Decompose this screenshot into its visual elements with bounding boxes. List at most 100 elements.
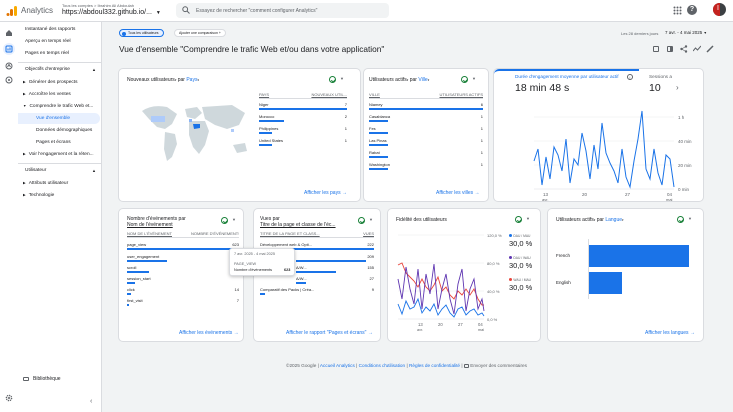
add-comparison-button[interactable]: Ajouter une comparaison + xyxy=(174,29,226,37)
language-bar[interactable] xyxy=(589,272,623,294)
table-header-page-title[interactable]: TITRE DE LA PAGE ET CLASS... xyxy=(260,231,320,236)
pencil-icon[interactable] xyxy=(706,45,714,55)
sidebar-item-leads[interactable]: ▶ Générer des prospects xyxy=(18,77,101,88)
status-check-icon[interactable] xyxy=(677,216,684,225)
sidebar-item-pages-screens[interactable]: Pages et écrans xyxy=(36,140,71,145)
footer-link-terms[interactable]: Conditions d'utilisation xyxy=(358,363,406,368)
dropdown-arrow-icon: ▾ xyxy=(406,78,409,82)
status-check-icon[interactable] xyxy=(329,76,336,85)
card-menu-icon[interactable]: ▼ xyxy=(472,76,476,81)
card-menu-icon[interactable]: ▼ xyxy=(688,216,692,221)
row-bar xyxy=(127,293,131,295)
y-tick: 0,0 % xyxy=(487,317,498,322)
date-range-picker[interactable]: 7 avr. - 4 mai 2025 ▼ xyxy=(665,30,707,35)
card-title-dimension[interactable]: Titre de la page et classe de l'éc... xyxy=(260,222,336,228)
card-title-dimension[interactable]: Langue xyxy=(605,217,623,223)
table-header-new-users[interactable]: NOUVEAUX UTIL... xyxy=(311,92,347,97)
row-bar xyxy=(296,282,306,284)
collapse-sidebar-icon[interactable]: ‹ xyxy=(90,398,93,405)
sidebar-item-sales[interactable]: ▶ Accroître les ventes xyxy=(18,89,101,100)
sidebar-item-label: Voir l'engagement et la réten... xyxy=(28,152,94,157)
sidebar-item-engagement[interactable]: ▶ Voir l'engagement et la réten... xyxy=(18,149,101,160)
y-tick: 1 h xyxy=(678,115,685,120)
table-header-active-users[interactable]: UTILISATEURS ACTIFS xyxy=(439,92,484,97)
table-row-value: 27 xyxy=(369,276,374,281)
language-bar[interactable] xyxy=(589,245,689,267)
sidebar-item-realtime-pages[interactable]: Pages en temps réel xyxy=(25,51,69,56)
table-row-name: Morocco xyxy=(259,114,275,119)
sidebar-item-demographics[interactable]: Données démographiques xyxy=(36,128,93,133)
table-row-name: first_visit xyxy=(127,298,143,303)
card-menu-icon[interactable]: ▼ xyxy=(369,217,373,222)
view-countries-link[interactable]: Afficher les pays → xyxy=(304,190,347,196)
table-row-name: Rabat xyxy=(369,150,380,155)
x-tick-day: 27 xyxy=(458,322,463,327)
chevron-up-icon: ▲ xyxy=(92,67,96,72)
status-check-icon[interactable] xyxy=(461,76,468,85)
table-header-event-name[interactable]: NOM DE L'ÉVÉNEMENT xyxy=(127,231,172,236)
table-row-name: Philippines xyxy=(259,126,279,131)
compare-icon[interactable] xyxy=(667,46,673,52)
card-title: Fidélité des utilisateurs xyxy=(396,217,447,223)
card-title-dimension[interactable]: Ville xyxy=(418,77,428,83)
card-menu-icon[interactable]: ▼ xyxy=(526,216,530,221)
view-cities-link[interactable]: Afficher les villes → xyxy=(436,190,480,196)
section-user[interactable]: Utilisateur ▲ xyxy=(18,165,101,176)
card-title-metric: Utilisateurs actifs xyxy=(369,77,407,83)
share-icon[interactable] xyxy=(680,45,688,55)
feedback-link[interactable]: Envoyer des commentaires xyxy=(470,363,527,368)
card-menu-icon[interactable]: ▼ xyxy=(340,76,344,81)
status-check-icon[interactable] xyxy=(221,217,228,226)
table-header-country[interactable]: PAYS xyxy=(259,92,270,97)
edit-report-icon[interactable] xyxy=(653,46,659,52)
settings-gear-icon[interactable] xyxy=(5,394,13,404)
avatar[interactable]: I xyxy=(713,3,726,16)
table-row-value: 1 xyxy=(480,150,483,155)
footer-link-privacy[interactable]: Règles de confidentialité xyxy=(408,363,461,368)
sidebar-item-technology[interactable]: ▶ Technologie xyxy=(18,190,101,201)
card-title-dimension[interactable]: Pays xyxy=(186,77,198,83)
tooltip-value: 623 xyxy=(284,268,291,272)
status-check-icon[interactable] xyxy=(515,216,522,225)
home-icon[interactable] xyxy=(5,29,13,39)
sidebar-item-realtime-overview[interactable]: Aperçu en temps réel xyxy=(25,39,71,44)
view-events-link[interactable]: Afficher les événements → xyxy=(179,330,239,336)
help-icon[interactable]: ? xyxy=(687,5,697,15)
property-selector[interactable]: https://abdoul332.github.io/... ▼ xyxy=(62,9,161,16)
table-row-value: 209 xyxy=(367,254,374,259)
metric-tab-engagement[interactable] xyxy=(494,69,639,99)
filter-chip[interactable]: Tous les utilisateurs xyxy=(119,29,164,37)
explore-icon[interactable] xyxy=(5,62,13,72)
legend-dau-mau[interactable]: DAU / MAU 30,0 % xyxy=(509,233,532,248)
ga-logo-icon[interactable] xyxy=(6,5,18,17)
insights-icon[interactable] xyxy=(692,45,702,55)
section-business-objectives[interactable]: Objectifs d'entreprise ▲ xyxy=(18,64,101,75)
apps-grid-icon[interactable] xyxy=(673,6,682,15)
property-name: https://abdoul332.github.io/... xyxy=(62,9,152,16)
app-name[interactable]: Analytics xyxy=(21,6,54,15)
account-path[interactable]: Tous les comptes > Ibrahim Ali Abdoulah xyxy=(62,3,134,8)
view-pages-report-link[interactable]: Afficher le rapport "Pages et écrans" → xyxy=(286,330,373,336)
sidebar-item-user-attributes[interactable]: ▶ Attributs utilisateur xyxy=(18,178,101,189)
table-header-views[interactable]: VUES xyxy=(363,231,374,236)
reports-icon[interactable] xyxy=(3,43,15,55)
sidebar-item-snapshot[interactable]: Instantané des rapports xyxy=(25,27,76,32)
view-languages-link[interactable]: Afficher les langues → xyxy=(645,330,695,336)
footer-link-home[interactable]: Accueil Analytics xyxy=(319,363,355,368)
library-link[interactable]: Bibliothèque xyxy=(23,376,61,382)
legend-wau-mau[interactable]: WAU / MAU 30,0 % xyxy=(509,277,532,292)
table-header-city[interactable]: VILLE xyxy=(369,92,380,97)
expand-arrow-icon: ▶ xyxy=(23,193,26,197)
card-title-dimension[interactable]: Nom de l'événement xyxy=(127,222,173,228)
search-bar[interactable]: Essayez de rechercher "comment configure… xyxy=(176,3,389,18)
status-check-icon[interactable] xyxy=(358,217,365,226)
legend-value: 30,0 % xyxy=(509,239,533,248)
advertising-icon[interactable] xyxy=(5,76,13,86)
next-metric-arrow-icon[interactable]: › xyxy=(676,83,679,92)
legend-dau-wau[interactable]: DAU / WAU 30,0 % xyxy=(509,255,532,270)
sidebar-item-web-traffic[interactable]: ▼ Comprendre le trafic Web et... xyxy=(18,101,101,112)
sidebar-item-overview[interactable]: Vue d'ensemble xyxy=(18,113,100,124)
info-icon[interactable]: i xyxy=(627,74,633,80)
table-header-event-count[interactable]: NOMBRE D'ÉVÉNEMENTS xyxy=(191,231,239,236)
card-menu-icon[interactable]: ▼ xyxy=(232,217,236,222)
